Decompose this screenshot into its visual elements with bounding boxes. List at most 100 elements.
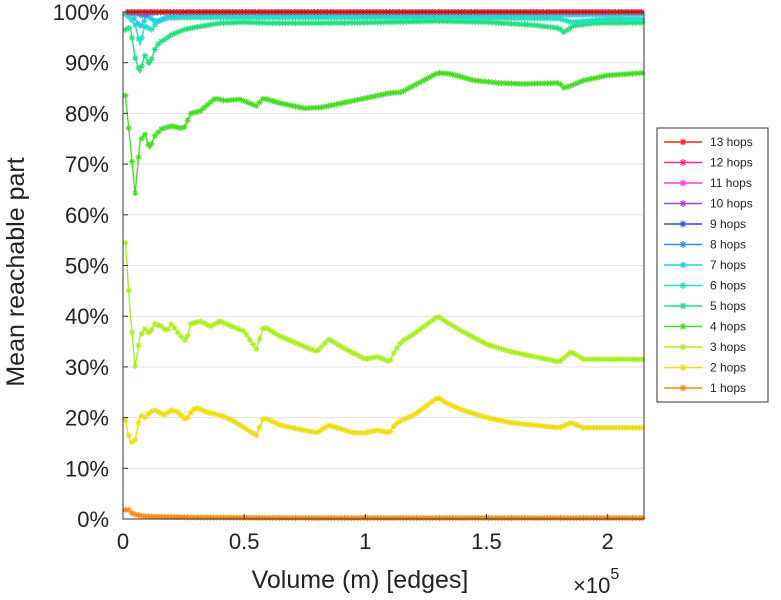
y-axis-title: Mean reachable part (2, 157, 30, 386)
data-marker (321, 424, 328, 431)
data-marker (403, 335, 410, 342)
data-marker (387, 428, 394, 435)
data-marker (439, 316, 446, 323)
data-marker (148, 140, 155, 147)
data-marker (125, 287, 132, 294)
data-marker (138, 63, 145, 70)
legend-label: 10 hops (710, 197, 753, 211)
data-marker (236, 422, 243, 429)
data-marker (240, 424, 247, 431)
data-marker (413, 410, 420, 417)
y-tick-label: 10% (65, 456, 109, 481)
data-marker (125, 125, 132, 132)
data-marker (416, 407, 423, 414)
series-lines (122, 9, 646, 521)
data-marker (679, 323, 687, 330)
data-marker (544, 356, 551, 363)
x-axis-title: Volume (m) [edges] (252, 566, 469, 594)
grid-lines (123, 62, 644, 469)
data-marker (164, 34, 171, 41)
legend-label: 4 hops (710, 320, 746, 334)
data-marker (168, 321, 175, 328)
data-marker (128, 439, 135, 446)
data-marker (400, 337, 407, 344)
legend-label: 6 hops (710, 279, 746, 293)
data-marker (567, 24, 574, 31)
data-marker (184, 117, 191, 124)
data-marker (570, 350, 577, 357)
y-tick-label: 80% (65, 101, 109, 126)
x-tick-label: 0.5 (229, 529, 260, 554)
data-marker (132, 363, 139, 370)
data-marker (132, 436, 139, 443)
data-marker (223, 414, 230, 421)
legend-label: 8 hops (710, 238, 746, 252)
y-tick-label: 70% (65, 152, 109, 177)
data-marker (374, 92, 381, 99)
data-marker (679, 179, 687, 187)
data-marker (436, 395, 443, 402)
data-marker (233, 420, 240, 427)
series-4-hops (122, 69, 646, 197)
data-marker (315, 428, 322, 435)
y-tick-label: 0% (77, 507, 109, 532)
data-marker (328, 337, 335, 344)
data-marker (420, 405, 427, 412)
data-marker (148, 326, 155, 333)
data-marker (318, 343, 325, 350)
data-marker (679, 261, 687, 269)
data-marker (253, 432, 260, 439)
x-tick-label: 1.5 (471, 529, 502, 554)
data-marker (573, 352, 580, 359)
data-marker (679, 282, 687, 289)
series-line (124, 396, 644, 444)
legend-label: 9 hops (710, 217, 746, 231)
data-marker (423, 402, 430, 409)
data-marker (164, 326, 171, 333)
data-marker (181, 336, 188, 343)
data-marker (679, 241, 687, 248)
data-marker (128, 34, 135, 41)
series-line (124, 242, 644, 368)
data-marker (331, 339, 338, 346)
data-marker (210, 21, 217, 28)
legend-label: 1 hops (710, 381, 746, 395)
data-marker (679, 138, 687, 146)
data-marker (184, 414, 191, 421)
data-marker (443, 318, 450, 325)
data-marker (410, 331, 417, 338)
data-marker (387, 357, 394, 364)
data-marker (423, 321, 430, 328)
data-marker (138, 135, 145, 142)
data-marker (564, 27, 571, 34)
data-marker (132, 190, 139, 197)
data-marker (416, 326, 423, 333)
data-marker (344, 98, 351, 105)
data-marker (246, 336, 253, 343)
data-marker (407, 413, 414, 420)
data-marker (243, 426, 250, 433)
y-tick-label: 20% (65, 406, 109, 431)
legend-label: 2 hops (710, 361, 746, 375)
x-tick-label: 1 (359, 529, 371, 554)
y-tick-label: 100% (53, 0, 109, 25)
data-marker (410, 412, 417, 419)
x-exponent-label: ×105 (573, 566, 619, 598)
y-tick-label: 40% (65, 304, 109, 329)
data-marker (132, 55, 139, 62)
data-marker (679, 384, 687, 392)
data-marker (266, 326, 273, 333)
data-marker (679, 364, 687, 371)
data-marker (420, 324, 427, 331)
y-tick-label: 30% (65, 355, 109, 380)
data-marker (223, 14, 230, 21)
data-marker (413, 328, 420, 335)
data-marker (246, 428, 253, 435)
data-marker (390, 350, 397, 357)
data-marker (679, 343, 687, 351)
y-tick-label: 50% (65, 254, 109, 279)
series-2-hops (122, 395, 646, 446)
data-marker (511, 420, 518, 427)
data-marker (429, 316, 436, 323)
